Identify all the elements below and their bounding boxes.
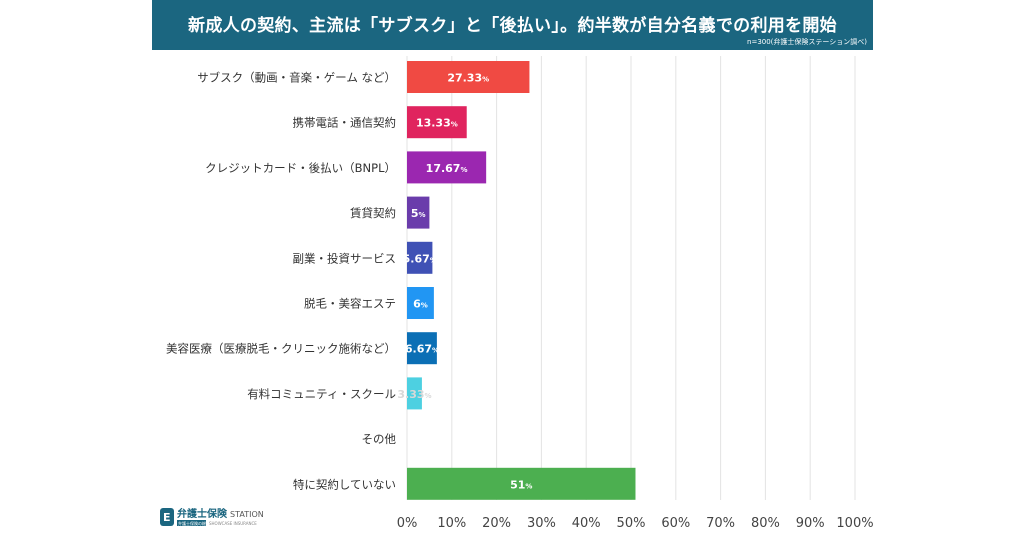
value-label: 5% bbox=[411, 207, 426, 220]
category-label: 有料コミュニティ・スクール bbox=[247, 387, 396, 401]
value-label: 51% bbox=[510, 478, 532, 491]
x-tick-label: 90% bbox=[796, 516, 825, 531]
value-unit: % bbox=[425, 392, 432, 400]
logo-text-main: 弁護士保険 bbox=[177, 507, 228, 520]
station-logo: E 弁護士保険 STATION 弁護士保険の総合サイト SHOWCASE INS… bbox=[160, 507, 264, 526]
x-tick-label: 70% bbox=[706, 516, 735, 531]
value-label: 17.67% bbox=[426, 162, 468, 175]
bar bbox=[407, 151, 487, 184]
category-label: サブスク（動画・音楽・ゲーム など） bbox=[197, 71, 396, 85]
category-label: クレジットカード・後払い（BNPL） bbox=[205, 161, 396, 175]
value-unit: % bbox=[430, 256, 437, 264]
x-tick-label: 20% bbox=[482, 516, 511, 531]
value-label: 6% bbox=[413, 298, 428, 311]
category-label: 副業・投資サービス bbox=[293, 251, 397, 265]
category-label: 美容医療（医療脱毛・クリニック施術など） bbox=[166, 342, 396, 356]
bar bbox=[407, 241, 433, 274]
value-label: 5.67% bbox=[403, 252, 437, 265]
value-unit: % bbox=[460, 166, 467, 174]
x-tick-label: 10% bbox=[437, 516, 466, 531]
value-label: 27.33% bbox=[447, 72, 489, 85]
x-tick-label: 60% bbox=[661, 516, 690, 531]
value-unit: % bbox=[421, 302, 428, 310]
x-tick-label: 100% bbox=[836, 516, 873, 531]
value-unit: % bbox=[482, 76, 489, 84]
logo-text-sub-en: SHOWCASE INSURANCE bbox=[209, 521, 257, 526]
x-tick-label: 0% bbox=[397, 516, 418, 531]
bar bbox=[407, 332, 437, 365]
value-label: 13.33% bbox=[416, 117, 458, 130]
bar bbox=[407, 377, 422, 410]
logo-badge bbox=[177, 520, 206, 526]
value-unit: % bbox=[432, 347, 439, 355]
svg-text:E: E bbox=[163, 511, 171, 524]
chart-title: 新成人の契約、主流は「サブスク」と「後払い」。約半数が自分名義での利用を開始 bbox=[188, 16, 837, 36]
value-unit: % bbox=[419, 211, 426, 219]
logo-icon: E bbox=[160, 508, 174, 526]
chart-header: 新成人の契約、主流は「サブスク」と「後払い」。約半数が自分名義での利用を開始 n… bbox=[152, 0, 873, 50]
bar bbox=[407, 287, 434, 319]
category-label: 携帯電話・通信契約 bbox=[293, 116, 397, 130]
value-unit: % bbox=[525, 482, 532, 490]
value-label: 6.67% bbox=[405, 343, 439, 356]
bar bbox=[407, 196, 430, 229]
bar bbox=[407, 61, 530, 93]
x-tick-label: 50% bbox=[617, 516, 646, 531]
bar bbox=[407, 467, 636, 500]
logo-text-station: STATION bbox=[230, 510, 264, 519]
category-label: 脱毛・美容エステ bbox=[304, 297, 396, 311]
category-label: 賃貸契約 bbox=[350, 206, 396, 220]
x-tick-label: 40% bbox=[572, 516, 601, 531]
logo-text-sub: 弁護士保険の総合サイト bbox=[178, 520, 222, 526]
category-label: その他 bbox=[362, 432, 397, 446]
category-label: 特に契約していない bbox=[293, 477, 396, 491]
x-tick-label: 30% bbox=[527, 516, 556, 531]
value-unit: % bbox=[451, 121, 458, 129]
bar bbox=[407, 106, 467, 139]
x-tick-label: 80% bbox=[751, 516, 780, 531]
sample-note: n=300(弁護士保険ステーション調べ) bbox=[747, 38, 867, 46]
value-label: 3.33% bbox=[397, 388, 431, 401]
